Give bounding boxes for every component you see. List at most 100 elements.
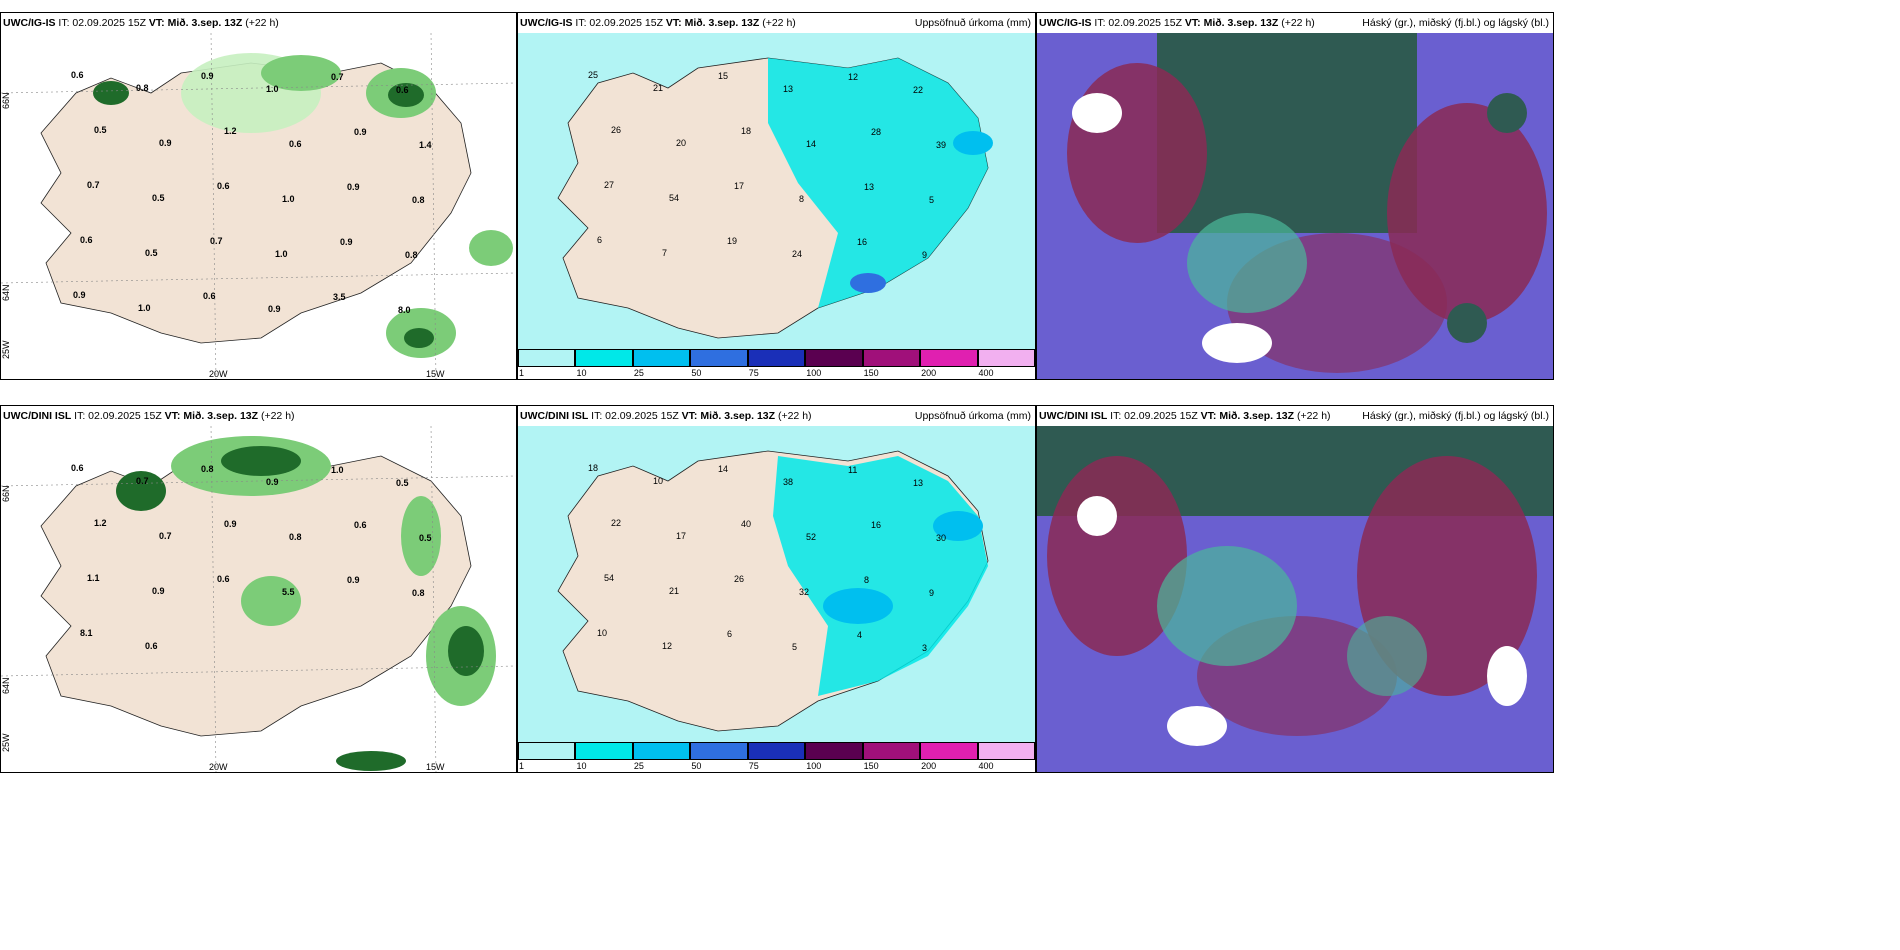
colorbar-tick-label: 25 xyxy=(633,761,644,771)
lon-label-15w: 15W xyxy=(426,762,445,772)
cloud-map xyxy=(1037,426,1553,772)
value-label: 0.8 xyxy=(412,195,425,205)
value-label: 0.5 xyxy=(94,125,107,135)
lon-label-25w: 25W xyxy=(1,733,11,752)
valid-time: Mið. 3.sep. 13Z xyxy=(700,410,776,422)
value-label: 0.9 xyxy=(152,586,165,596)
value-label: 1.0 xyxy=(331,465,344,475)
value-label: 8 xyxy=(799,194,804,204)
lat-label-64n: 64N xyxy=(1,677,11,694)
init-time: IT: 02.09.2025 15Z xyxy=(575,17,663,29)
value-label: 0.5 xyxy=(419,533,432,543)
colorbar-segment xyxy=(977,349,1035,367)
colorbar-segment xyxy=(862,349,921,367)
value-label: 6 xyxy=(727,629,732,639)
panel-precip-igis: UWC/IG-IS IT: 02.09.2025 15Z VT: Mið. 3.… xyxy=(0,12,517,380)
valid-time: Mið. 3.sep. 13Z xyxy=(1219,410,1295,422)
map-area: 25 21 15 13 12 22 26 20 18 14 28 39 27 54 17 8 13 5 6 7 19 24… xyxy=(518,33,1035,349)
lead-time: (+22 h) xyxy=(260,410,295,422)
value-label: 1.1 xyxy=(87,573,100,583)
value-label: 19 xyxy=(727,236,737,246)
precip-map: 66N 64N 25W 20W 15W 0.60.80.91.00.70.60.… xyxy=(1,33,516,379)
colorbar-tick-label: 1 xyxy=(519,368,525,378)
colorbar: 1 10 25 50 75 100 150 200 400 xyxy=(518,349,1035,379)
value-label: 28 xyxy=(871,127,881,137)
colorbar: 1 10 25 50 75 100 150 200 400 xyxy=(518,742,1035,772)
colorbar-tick-label: 50 xyxy=(691,761,702,771)
valid-time-label: VT: xyxy=(681,410,698,422)
model-name: UWC/IG-IS xyxy=(520,17,573,29)
colorbar-segment xyxy=(690,742,748,760)
value-label: 0.5 xyxy=(145,248,158,258)
value-label: 0.6 xyxy=(203,291,216,301)
value-label: 11 xyxy=(848,465,857,475)
value-label: 1.2 xyxy=(224,126,237,136)
value-label: 20 xyxy=(676,138,686,148)
panel-field-title: Háský (gr.), miðský (fj.bl.) og lágský (… xyxy=(1362,17,1549,29)
panel-precip-dini: UWC/DINI ISL IT: 02.09.2025 15Z VT: Mið.… xyxy=(0,405,517,773)
map-area xyxy=(1037,33,1553,379)
value-label: 8.1 xyxy=(80,628,93,638)
value-label: 0.9 xyxy=(340,237,353,247)
lead-time: (+22 h) xyxy=(1296,410,1331,422)
colorbar-segment xyxy=(920,349,978,367)
valid-time: Mið. 3.sep. 13Z xyxy=(684,17,760,29)
value-label: 1.4 xyxy=(419,140,432,150)
value-label: 0.5 xyxy=(396,478,409,488)
model-name: UWC/DINI ISL xyxy=(520,410,589,422)
value-label: 0.6 xyxy=(354,520,367,530)
colorbar-tick-label: 150 xyxy=(863,368,879,378)
init-time: IT: 02.09.2025 15Z xyxy=(1110,410,1198,422)
colorbar-tick-label: 75 xyxy=(748,368,759,378)
model-name: UWC/DINI ISL xyxy=(1039,410,1108,422)
colorbar-tick-label: 1 xyxy=(519,761,525,771)
value-label: 5 xyxy=(792,642,797,652)
value-label: 0.7 xyxy=(159,531,172,541)
map-area: 66N 64N 25W 20W 15W 0.6 0.8 0.9 1.0 0.7 0.6 0.… xyxy=(1,33,516,379)
value-label: 0.6 xyxy=(71,70,84,80)
accum-value-labels: 25 21 15 13 12 22 26 20 18 14 28 39 27 54 17 8 13 5 6 7 19 24… xyxy=(588,70,946,260)
colorbar-tick-label: 150 xyxy=(863,761,879,771)
lon-label-20w: 20W xyxy=(209,369,228,379)
accum-precip-map: 1810143811132217405216305421263289101265… xyxy=(518,426,1035,742)
colorbar-tick-label: 100 xyxy=(806,761,822,771)
value-label: 54 xyxy=(604,573,614,583)
init-time: IT: 02.09.2025 15Z xyxy=(1094,17,1182,29)
value-label: 0.7 xyxy=(210,236,223,246)
init-time: IT: 02.09.2025 15Z xyxy=(74,410,162,422)
colorbar-tick-label: 400 xyxy=(978,368,994,378)
colorbar-segment xyxy=(977,742,1035,760)
colorbar-segment xyxy=(575,742,633,760)
value-label: 0.9 xyxy=(354,127,367,137)
value-label: 1.0 xyxy=(282,194,295,204)
value-label: 5.5 xyxy=(282,587,295,597)
value-label: 12 xyxy=(848,72,858,82)
value-label: 0.6 xyxy=(145,641,158,651)
colorbar-tick-label: 200 xyxy=(921,368,937,378)
value-label: 1.0 xyxy=(138,303,151,313)
panel-clouds-dini: UWC/DINI ISL IT: 02.09.2025 15Z VT: Mið.… xyxy=(1036,405,1554,773)
map-area: 66N 64N 25W 20W 15W 0.6 0.7 0.8 0.9 1.0 0.5 1.… xyxy=(1,426,516,772)
value-label: 14 xyxy=(806,139,816,149)
value-label: 15 xyxy=(718,71,728,81)
value-label: 5 xyxy=(929,195,934,205)
panel-field-title: Uppsöfnuð úrkoma (mm) xyxy=(914,17,1031,29)
value-label: 0.6 xyxy=(396,85,409,95)
value-label: 0.9 xyxy=(224,519,237,529)
init-time: IT: 02.09.2025 15Z xyxy=(58,17,146,29)
precip-map: 66N 64N 25W 20W 15W 0.6 0.7 0.8 0.9 1.0 0.5 1.… xyxy=(1,426,516,772)
value-label: 3.5 xyxy=(333,292,346,302)
lead-time: (+22 h) xyxy=(762,17,796,29)
lead-time: (+22 h) xyxy=(777,410,812,422)
value-label: 0.6 xyxy=(80,235,93,245)
value-label: 10 xyxy=(653,476,663,486)
lead-time: (+22 h) xyxy=(1281,17,1315,29)
value-label: 0.7 xyxy=(136,476,149,486)
lead-time: (+22 h) xyxy=(245,17,279,29)
valid-time-label: VT: xyxy=(164,410,181,422)
value-label: 21 xyxy=(653,83,663,93)
value-label: 32 xyxy=(799,587,809,597)
value-label: 17 xyxy=(734,181,744,191)
map-area: 18 10 14 38 11 13 22 17 40 52 16 30 54 21 26 32 8 9 10 12 6 5… xyxy=(518,426,1035,742)
value-label: 14 xyxy=(718,464,728,474)
